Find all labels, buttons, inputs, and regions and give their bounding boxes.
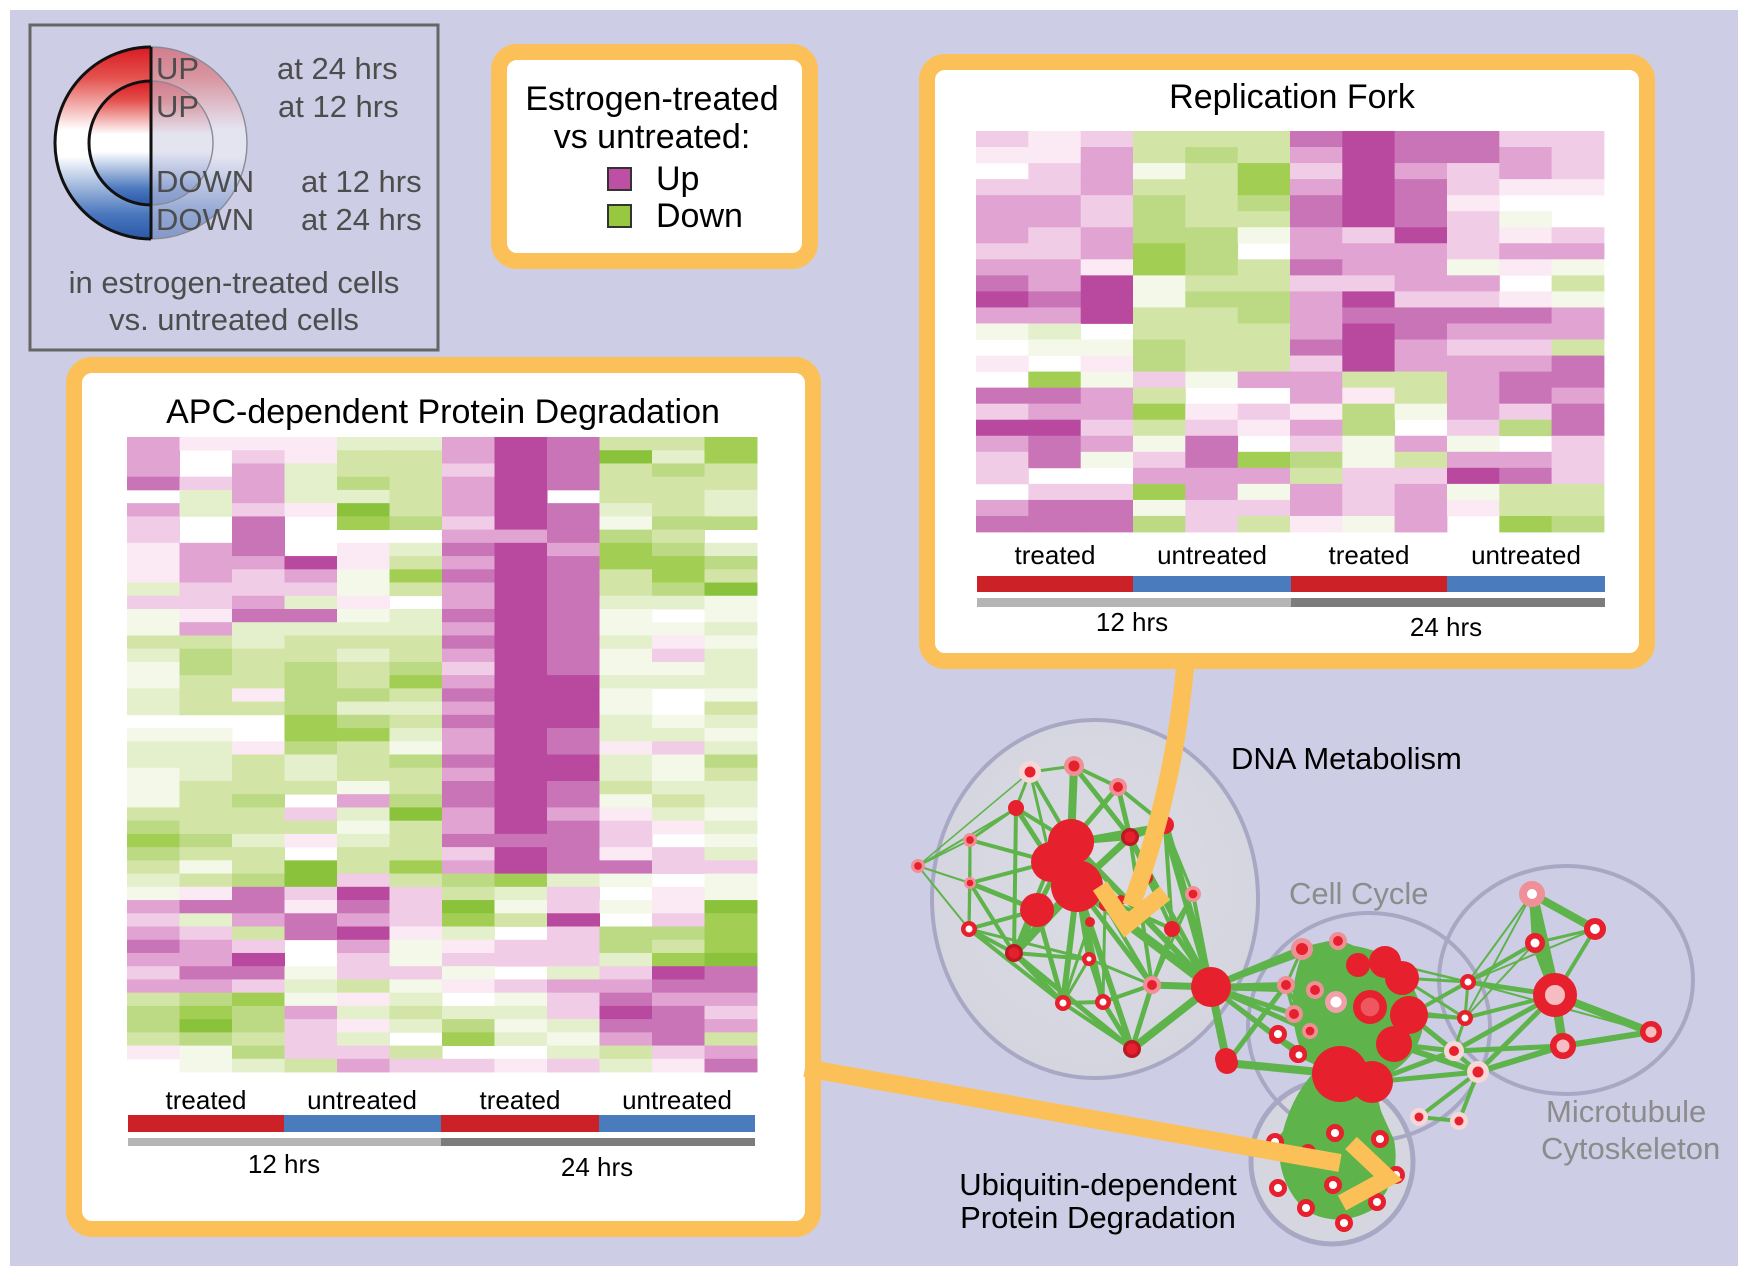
svg-text:Ubiquitin-dependent: Ubiquitin-dependent [959, 1167, 1237, 1202]
svg-text:Cytoskeleton: Cytoskeleton [1541, 1131, 1720, 1166]
svg-text:UP: UP [156, 89, 199, 124]
svg-text:at 24 hrs: at 24 hrs [277, 51, 398, 86]
svg-text:Microtubule: Microtubule [1546, 1094, 1706, 1129]
svg-text:in estrogen-treated cells: in estrogen-treated cells [69, 265, 400, 300]
svg-text:untreated: untreated [1471, 540, 1581, 570]
svg-text:12 hrs: 12 hrs [1096, 607, 1168, 637]
svg-text:24 hrs: 24 hrs [1410, 612, 1482, 642]
svg-text:APC-dependent Protein Degradat: APC-dependent Protein Degradation [166, 393, 720, 431]
svg-text:Replication Fork: Replication Fork [1169, 78, 1416, 116]
svg-text:UP: UP [156, 51, 199, 86]
svg-text:24 hrs: 24 hrs [561, 1152, 633, 1182]
svg-text:untreated: untreated [1157, 540, 1267, 570]
svg-text:at 24 hrs: at 24 hrs [301, 202, 422, 237]
svg-text:12 hrs: 12 hrs [248, 1149, 320, 1179]
svg-text:DOWN: DOWN [156, 164, 254, 199]
svg-text:Cell Cycle: Cell Cycle [1289, 876, 1429, 911]
svg-text:treated: treated [166, 1085, 247, 1115]
svg-text:untreated: untreated [307, 1085, 417, 1115]
svg-text:Estrogen-treated: Estrogen-treated [525, 80, 778, 118]
svg-text:at 12 hrs: at 12 hrs [301, 164, 422, 199]
svg-text:DNA Metabolism: DNA Metabolism [1231, 741, 1462, 776]
svg-text:at 12 hrs: at 12 hrs [278, 89, 399, 124]
svg-text:untreated: untreated [622, 1085, 732, 1115]
svg-text:Down: Down [656, 197, 743, 235]
svg-text:DOWN: DOWN [156, 202, 254, 237]
svg-text:treated: treated [1015, 540, 1096, 570]
svg-text:Protein Degradation: Protein Degradation [960, 1200, 1236, 1235]
svg-text:Up: Up [656, 160, 699, 198]
svg-text:treated: treated [1329, 540, 1410, 570]
svg-text:vs. untreated cells: vs. untreated cells [109, 302, 359, 337]
svg-text:vs untreated:: vs untreated: [554, 118, 751, 156]
svg-text:treated: treated [480, 1085, 561, 1115]
